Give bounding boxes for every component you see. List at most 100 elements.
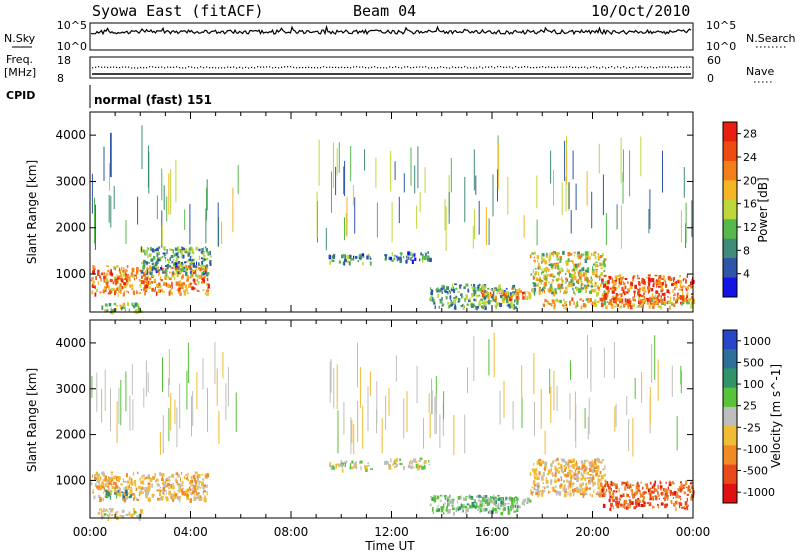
echo-cell <box>590 303 593 306</box>
echo-cell <box>493 494 495 499</box>
nave-dot <box>599 67 601 69</box>
echo-cell <box>140 274 143 277</box>
echo-cell <box>139 269 142 272</box>
echo-cell <box>119 283 122 287</box>
echo-cell <box>572 267 575 271</box>
echo-cell <box>516 292 520 296</box>
nave-dot <box>626 67 628 69</box>
echo-streak <box>626 396 628 416</box>
echo-cell <box>143 259 146 263</box>
echo-cell <box>101 471 105 476</box>
echo-streak <box>176 407 178 448</box>
echo-cell <box>119 276 122 279</box>
echo-cell <box>355 463 357 467</box>
echo-cell <box>618 501 621 505</box>
echo-cell <box>554 470 557 475</box>
echo-cell <box>595 303 598 307</box>
echo-cell <box>505 287 508 290</box>
echo-streak <box>575 183 577 211</box>
nave-dot <box>212 67 214 69</box>
echo-cell <box>122 498 125 501</box>
echo-cell <box>364 465 366 469</box>
echo-cell <box>180 472 183 475</box>
echo-cell <box>600 263 603 267</box>
echo-cell <box>148 286 151 290</box>
echo-cell <box>179 487 182 491</box>
echo-cell <box>159 272 161 275</box>
nave-dot <box>254 67 256 69</box>
echo-cell <box>129 278 131 282</box>
echo-cell <box>643 289 647 293</box>
echo-cell <box>623 501 625 506</box>
echo-cell <box>488 501 490 505</box>
echo-cell <box>523 503 525 506</box>
echo-cell <box>124 290 126 293</box>
echo-cell <box>550 468 552 472</box>
echo-cell <box>639 305 643 308</box>
echo-cell <box>598 479 601 483</box>
echo-cell <box>529 471 532 476</box>
echo-cell <box>649 297 651 300</box>
echo-cell <box>515 497 519 501</box>
echo-cell <box>147 474 150 477</box>
echo-cell <box>524 291 527 295</box>
echo-streak <box>485 207 487 246</box>
echo-cell <box>193 265 196 268</box>
echo-cell <box>196 274 199 279</box>
echo-cell <box>634 491 637 496</box>
echo-cell <box>197 494 199 499</box>
echo-cell <box>156 283 159 288</box>
echo-cell <box>661 293 665 296</box>
echo-cell <box>571 488 574 493</box>
echo-cell <box>109 513 111 516</box>
echo-cell <box>667 276 670 280</box>
echo-cell <box>615 500 618 504</box>
echo-cell <box>610 302 612 306</box>
echo-cell <box>557 277 560 282</box>
echo-cell <box>430 292 433 296</box>
echo-cell <box>671 301 674 304</box>
echo-cell <box>103 278 106 283</box>
echo-cell <box>206 265 209 270</box>
echo-cell <box>497 494 500 497</box>
echo-cell <box>484 502 487 504</box>
echo-cell <box>649 494 651 499</box>
echo-cell <box>161 265 163 269</box>
echo-cell <box>145 287 147 291</box>
echo-cell <box>590 279 593 282</box>
echo-cell <box>441 291 443 294</box>
echo-cell <box>592 476 595 481</box>
echo-cell <box>118 486 120 489</box>
colorbar-swatch <box>723 238 737 259</box>
echo-cell <box>154 286 156 291</box>
nave-dot <box>440 66 442 68</box>
echo-cell <box>597 253 599 255</box>
echo-cell <box>186 260 190 263</box>
echo-cell <box>184 264 187 267</box>
echo-cell <box>169 257 171 261</box>
echo-cell <box>162 473 165 477</box>
echo-cell <box>504 295 507 299</box>
echo-cell <box>615 295 617 300</box>
echo-cell <box>95 288 98 292</box>
echo-cell <box>638 300 640 304</box>
nave-dot <box>584 66 586 68</box>
echo-cell <box>575 267 578 271</box>
echo-streak <box>395 355 397 382</box>
echo-cell <box>181 262 183 264</box>
echo-streak <box>376 409 378 434</box>
echo-cell <box>103 508 105 511</box>
echo-cell <box>589 492 591 497</box>
echo-streak <box>448 192 450 224</box>
echo-cell <box>393 254 396 257</box>
echo-cell <box>644 286 646 290</box>
echo-cell <box>117 286 121 290</box>
echo-cell <box>579 483 581 488</box>
echo-cell <box>590 461 593 465</box>
echo-cell <box>572 464 575 468</box>
nave-dot <box>224 67 226 69</box>
echo-cell <box>148 282 152 285</box>
echo-cell <box>634 293 635 298</box>
echo-streak <box>394 161 396 180</box>
echo-cell <box>447 302 450 305</box>
